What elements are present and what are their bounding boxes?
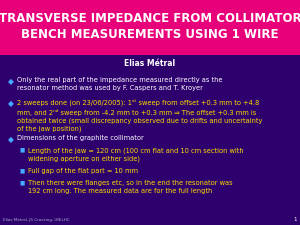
Text: Elias Métral, JS Crossing, UNILHC: Elias Métral, JS Crossing, UNILHC — [3, 218, 70, 222]
Text: 1: 1 — [293, 217, 297, 222]
Text: ◆: ◆ — [8, 77, 14, 86]
Text: Elias Métral: Elias Métral — [124, 59, 176, 68]
Bar — [0, 0, 300, 55]
Text: ◆: ◆ — [8, 99, 14, 108]
Text: Only the real part of the impedance measured directly as the
resonator method wa: Only the real part of the impedance meas… — [17, 77, 223, 91]
Text: ◆: ◆ — [8, 135, 14, 144]
Text: Length of the jaw = 120 cm (100 cm flat and 10 cm section with
widening aperture: Length of the jaw = 120 cm (100 cm flat … — [28, 147, 244, 162]
Text: 2 sweeps done (on 23/06/2005): 1ˢᵗ sweep from offset +0.3 mm to +4.8
mm, and 2ⁿᵈ: 2 sweeps done (on 23/06/2005): 1ˢᵗ sweep… — [17, 99, 262, 132]
Text: Then there were flanges etc, so in the end the resonator was
192 cm long. The me: Then there were flanges etc, so in the e… — [28, 180, 233, 194]
Text: TRANSVERSE IMPEDANCE FROM COLLIMATOR: TRANSVERSE IMPEDANCE FROM COLLIMATOR — [0, 11, 300, 25]
Text: ■: ■ — [20, 180, 25, 185]
Text: Full gap of the flat part = 10 mm: Full gap of the flat part = 10 mm — [28, 168, 138, 174]
Text: Dimensions of the graphite collimator: Dimensions of the graphite collimator — [17, 135, 144, 141]
Text: ■: ■ — [20, 147, 25, 152]
Text: BENCH MEASUREMENTS USING 1 WIRE: BENCH MEASUREMENTS USING 1 WIRE — [21, 27, 279, 40]
Text: ■: ■ — [20, 168, 25, 173]
